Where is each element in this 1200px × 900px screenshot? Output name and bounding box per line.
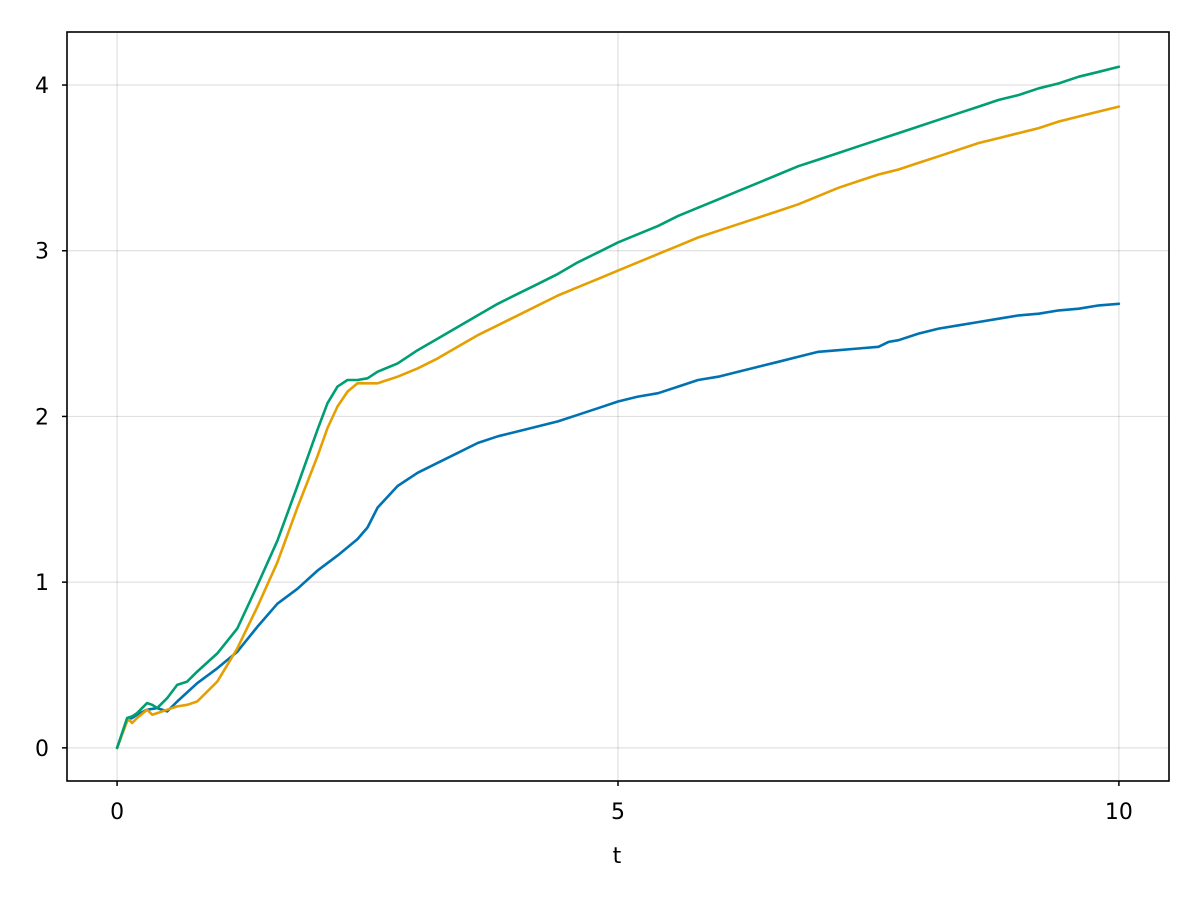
grid-lines	[67, 32, 1169, 781]
series-lines	[115, 65, 1121, 750]
y-tick-label: 4	[35, 74, 49, 99]
series-line-2	[115, 105, 1121, 750]
y-tick-label: 3	[35, 240, 49, 265]
x-axis-label: t	[613, 844, 622, 869]
y-tick-label: 2	[35, 405, 49, 430]
series-line-3	[115, 65, 1121, 750]
series-line-1	[115, 302, 1121, 750]
y-tick-label: 0	[35, 737, 49, 762]
x-tick-label: 0	[110, 800, 124, 825]
axis-ticks: 0 5 10 0 1 2 3 4	[35, 74, 1133, 825]
x-tick-label: 10	[1105, 800, 1133, 825]
y-tick-label: 1	[35, 571, 49, 596]
x-tick-label: 5	[611, 800, 625, 825]
